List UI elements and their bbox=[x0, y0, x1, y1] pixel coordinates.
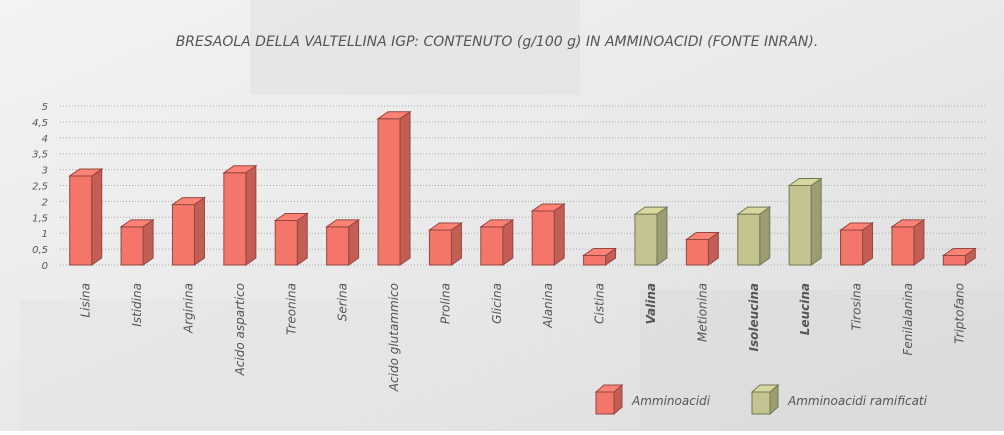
x-tick-label: Valina bbox=[644, 283, 658, 324]
y-tick-label: 1,5 bbox=[32, 213, 48, 224]
bar bbox=[634, 213, 658, 266]
bar-top bbox=[890, 219, 926, 228]
y-tick-label: 0 bbox=[42, 261, 48, 272]
bar bbox=[480, 226, 504, 266]
bar-side bbox=[502, 218, 514, 266]
bar-side bbox=[142, 218, 154, 266]
legend-label: Amminoacidi ramificati bbox=[787, 394, 928, 408]
bar-side bbox=[656, 206, 668, 266]
bar-top bbox=[941, 247, 977, 256]
bar bbox=[120, 226, 144, 266]
bar bbox=[788, 185, 812, 266]
bar-side bbox=[296, 212, 308, 266]
bar-side bbox=[348, 218, 360, 266]
bar-top bbox=[787, 178, 823, 186]
photo-shape bbox=[20, 300, 440, 431]
x-tick-label: Metionina bbox=[695, 283, 709, 342]
x-tick-label: Serina bbox=[336, 283, 350, 321]
bar-side bbox=[91, 167, 103, 266]
x-tick-label: Acido aspartico bbox=[233, 283, 247, 376]
bar-side bbox=[810, 177, 822, 266]
legend-swatch bbox=[595, 391, 615, 415]
bar bbox=[171, 204, 195, 266]
bar bbox=[274, 219, 298, 266]
bar-top bbox=[119, 219, 155, 228]
bar-side bbox=[399, 110, 411, 266]
bar-top bbox=[170, 197, 207, 206]
y-tick-label: 3 bbox=[42, 166, 48, 177]
bar-top bbox=[581, 247, 618, 256]
x-tick-label: Istidina bbox=[130, 283, 144, 327]
bar-top bbox=[479, 219, 515, 228]
y-tick-label: 4 bbox=[42, 134, 48, 145]
bar bbox=[377, 118, 401, 266]
x-tick-label: Isoleucina bbox=[747, 283, 761, 352]
bar bbox=[685, 239, 709, 266]
y-tick-label: 3,5 bbox=[32, 150, 48, 161]
bar-top bbox=[376, 111, 412, 120]
x-tick-label: Tirosina bbox=[850, 283, 864, 330]
x-tick-label: Leucina bbox=[798, 283, 812, 335]
bar-top bbox=[530, 203, 566, 212]
bar-top bbox=[633, 206, 669, 215]
bar-side bbox=[759, 206, 771, 266]
legend-swatch bbox=[750, 384, 780, 393]
bar bbox=[737, 213, 761, 266]
bar bbox=[531, 210, 555, 266]
x-tick-label: Cistina bbox=[593, 283, 607, 324]
photo-shape bbox=[250, 0, 580, 95]
bar bbox=[891, 226, 915, 266]
x-tick-label: Glicina bbox=[490, 283, 504, 324]
x-tick-label: Lisina bbox=[79, 283, 93, 318]
bar-top bbox=[684, 232, 720, 241]
legend-swatch bbox=[594, 384, 624, 393]
bar bbox=[223, 172, 247, 266]
bar-top bbox=[222, 165, 258, 174]
photo-shape bbox=[640, 290, 1004, 431]
x-tick-label: Fenilalanina bbox=[901, 283, 915, 356]
y-tick-label: 2,5 bbox=[32, 182, 48, 193]
bar bbox=[583, 254, 607, 266]
bar bbox=[69, 175, 93, 266]
x-tick-label: Prolina bbox=[438, 283, 452, 324]
x-tick-label: Arginina bbox=[181, 283, 195, 334]
y-tick-label: 4,5 bbox=[32, 118, 48, 129]
y-tick-label: 2 bbox=[42, 197, 48, 208]
bar bbox=[326, 226, 350, 266]
bar bbox=[942, 254, 966, 266]
bar-side bbox=[553, 202, 565, 266]
x-tick-label: Treonina bbox=[284, 283, 298, 335]
bar bbox=[428, 229, 452, 266]
bar-side bbox=[193, 196, 205, 266]
y-tick-label: 1 bbox=[42, 229, 48, 240]
x-tick-label: Acido glutammico bbox=[387, 283, 401, 392]
chart-title: BRESAOLA DELLA VALTELLINA IGP: CONTENUTO… bbox=[176, 34, 819, 50]
legend-label: Amminoacidi bbox=[631, 394, 711, 408]
x-tick-label: Alanina bbox=[541, 283, 555, 329]
y-tick-label: 0,5 bbox=[32, 245, 48, 256]
bar-top bbox=[838, 222, 875, 231]
bar bbox=[840, 229, 864, 266]
legend-swatch bbox=[751, 391, 771, 415]
bar-top bbox=[273, 212, 309, 221]
bar-side bbox=[245, 164, 257, 266]
bar-top bbox=[427, 222, 464, 231]
bar-top bbox=[736, 206, 772, 215]
bar-side bbox=[913, 218, 925, 266]
x-tick-label: Triptofano bbox=[952, 283, 966, 344]
bar-top bbox=[325, 219, 361, 228]
y-tick-label: 5 bbox=[42, 102, 48, 113]
bar-top bbox=[68, 168, 104, 177]
